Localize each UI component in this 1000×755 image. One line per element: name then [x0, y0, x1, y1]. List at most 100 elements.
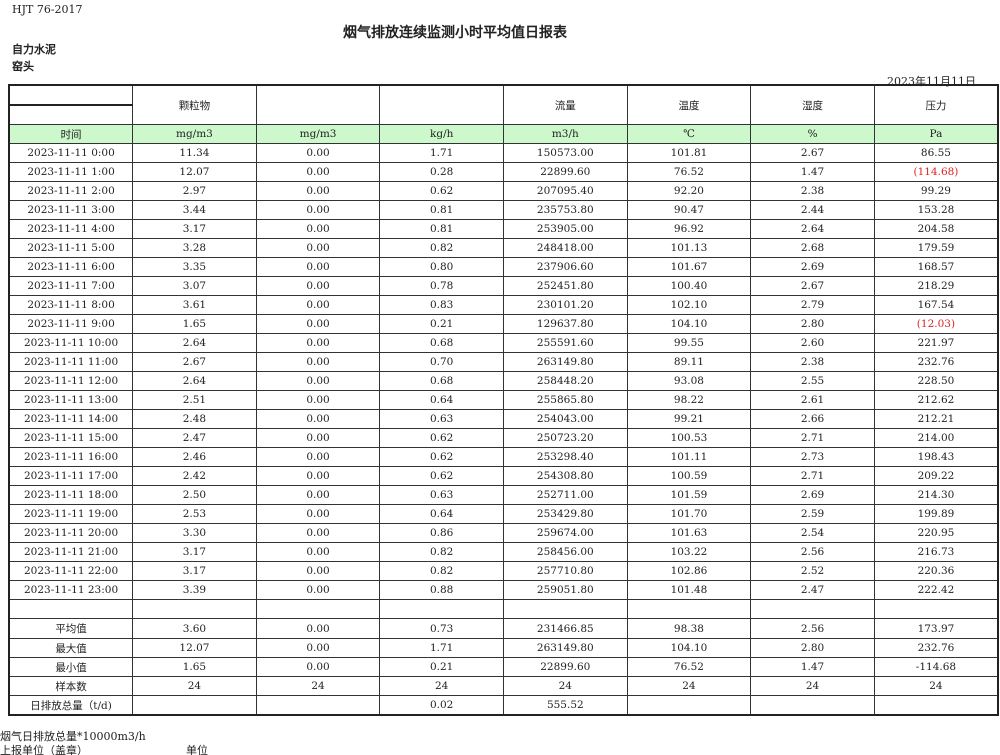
table-cell: 100.40 [626, 276, 752, 296]
table-cell: 0.00 [255, 314, 381, 334]
summary-row: 日排放总量（t/d) 0.02 555.52 [8, 695, 999, 716]
table-cell: 92.20 [626, 181, 752, 201]
table-cell: 2023-11-11 2:00 [8, 181, 134, 201]
table-row: 2023-11-11 0:00 11.34 0.00 1.71 150573.00 101… [8, 143, 999, 163]
table-cell: 2.67 [750, 276, 875, 296]
table-cell: 0.00 [255, 466, 381, 486]
table-row: 2023-11-11 19:00 2.53 0.00 0.64 253429.80 101… [8, 504, 999, 524]
table-cell: 1.47 [750, 657, 875, 677]
table-row: 2023-11-11 10:00 2.64 0.00 0.68 255591.60 99.… [8, 333, 999, 353]
table-cell: 日排放总量（t/d) [8, 695, 134, 716]
table-cell: 235753.80 [503, 200, 628, 220]
table-cell: 2.56 [750, 618, 875, 639]
table-cell: 220.36 [873, 561, 999, 581]
table-cell: 0.00 [255, 333, 381, 353]
table-cell: 555.52 [503, 695, 628, 716]
table-cell: 0.00 [255, 219, 381, 239]
table-cell: 90.47 [626, 200, 752, 220]
table-row: 2023-11-11 12:00 2.64 0.00 0.68 258448.20 93.… [8, 371, 999, 391]
report-title: 烟气排放连续监测小时平均值日报表 [343, 25, 567, 41]
table-cell [132, 695, 257, 716]
table-cell: 0.00 [255, 638, 381, 658]
table-cell: 102.86 [626, 561, 752, 581]
table-cell: 248418.00 [503, 238, 628, 258]
table-cell: 11.34 [132, 143, 257, 163]
table-cell: 0.00 [255, 561, 381, 581]
table-cell: 222.42 [873, 580, 999, 600]
table-row: 2023-11-11 9:00 1.65 0.00 0.21 129637.80 104.… [8, 314, 999, 334]
table-cell [626, 599, 752, 619]
table-cell: 2.64 [132, 333, 257, 353]
table-cell: 2023-11-11 21:00 [8, 542, 134, 562]
table-cell: 0.81 [379, 200, 504, 220]
table-cell: 3.17 [132, 219, 257, 239]
summary-row: 平均值 3.60 0.00 0.73 231466.85 98.38 2.56 173.97 [8, 618, 999, 639]
table-cell: 0.62 [379, 447, 504, 467]
table-cell: 2.59 [750, 504, 875, 524]
table-cell: 0.00 [255, 352, 381, 372]
table-cell: 2.46 [132, 447, 257, 467]
table-cell: 2.64 [750, 219, 875, 239]
table-cell: 2023-11-11 18:00 [8, 485, 134, 505]
table-cell [750, 695, 875, 716]
table-cell: 252711.00 [503, 485, 628, 505]
table-cell: 0.64 [379, 390, 504, 410]
table-cell: 255591.60 [503, 333, 628, 353]
table-cell: 24 [379, 676, 504, 696]
table-cell: 0.86 [379, 523, 504, 543]
table-cell: 253298.40 [503, 447, 628, 467]
table-cell: 0.88 [379, 580, 504, 600]
hourly-report-table: 颗粒物 流量 温度 湿度 压力 时间 mg/m3 mg/m3 kg/h m3/h… [8, 84, 999, 716]
header-cell [8, 84, 134, 106]
unit-cell: mg/m3 [255, 124, 381, 144]
summary-row: 最小值 1.65 0.00 0.21 22899.60 76.52 1.47 -114.68 [8, 657, 999, 677]
header-cell: 颗粒物 [132, 84, 257, 125]
table-cell: 2.50 [132, 485, 257, 505]
table-cell: 101.81 [626, 143, 752, 163]
table-cell: 0.00 [255, 447, 381, 467]
table-cell: 2.42 [132, 466, 257, 486]
table-cell: 0.00 [255, 257, 381, 277]
table-cell: 1.65 [132, 657, 257, 677]
header-cell: 湿度 [750, 84, 875, 125]
table-cell: 0.80 [379, 257, 504, 277]
table-cell [8, 599, 134, 619]
table-cell: 2023-11-11 7:00 [8, 276, 134, 296]
table-cell: 220.95 [873, 523, 999, 543]
table-cell: 0.28 [379, 162, 504, 182]
table-cell: 263149.80 [503, 638, 628, 658]
table-row: 2023-11-11 5:00 3.28 0.00 0.82 248418.00 101.… [8, 238, 999, 258]
table-cell: 样本数 [8, 676, 134, 696]
table-row: 2023-11-11 14:00 2.48 0.00 0.63 254043.00 99.… [8, 409, 999, 429]
table-cell: 0.21 [379, 657, 504, 677]
table-row: 2023-11-11 23:00 3.39 0.00 0.88 259051.80 101… [8, 580, 999, 600]
header-cell: 温度 [626, 84, 752, 125]
table-cell: 2.61 [750, 390, 875, 410]
summary-row: 样本数 24 24 24 24 24 24 24 [8, 676, 999, 696]
table-cell: 0.63 [379, 485, 504, 505]
table-cell: 209.22 [873, 466, 999, 486]
table-cell: 2.80 [750, 314, 875, 334]
table-cell: 250723.20 [503, 428, 628, 448]
table-cell: 0.00 [255, 618, 381, 639]
unit-cell: m3/h [503, 124, 628, 144]
table-row: 2023-11-11 4:00 3.17 0.00 0.81 253905.00 96.9… [8, 219, 999, 239]
table-cell: 2023-11-11 11:00 [8, 352, 134, 372]
table-row: 2023-11-11 21:00 3.17 0.00 0.82 258456.00 103… [8, 542, 999, 562]
table-cell: 24 [626, 676, 752, 696]
unit-cell: Pa [873, 124, 999, 144]
table-cell: 212.62 [873, 390, 999, 410]
table-cell: 207095.40 [503, 181, 628, 201]
table-row: 2023-11-11 1:00 12.07 0.00 0.28 22899.60 76.5… [8, 162, 999, 182]
table-cell: 2023-11-11 9:00 [8, 314, 134, 334]
table-cell: 1.71 [379, 143, 504, 163]
table-cell: 0.00 [255, 485, 381, 505]
company-name: 自力水泥 [12, 43, 56, 56]
table-row: 2023-11-11 11:00 2.67 0.00 0.70 263149.80 89.… [8, 352, 999, 372]
table-row: 2023-11-11 18:00 2.50 0.00 0.63 252711.00 101… [8, 485, 999, 505]
table-cell: 0.00 [255, 428, 381, 448]
table-cell [132, 599, 257, 619]
table-cell: 0.00 [255, 409, 381, 429]
table-cell: 168.57 [873, 257, 999, 277]
